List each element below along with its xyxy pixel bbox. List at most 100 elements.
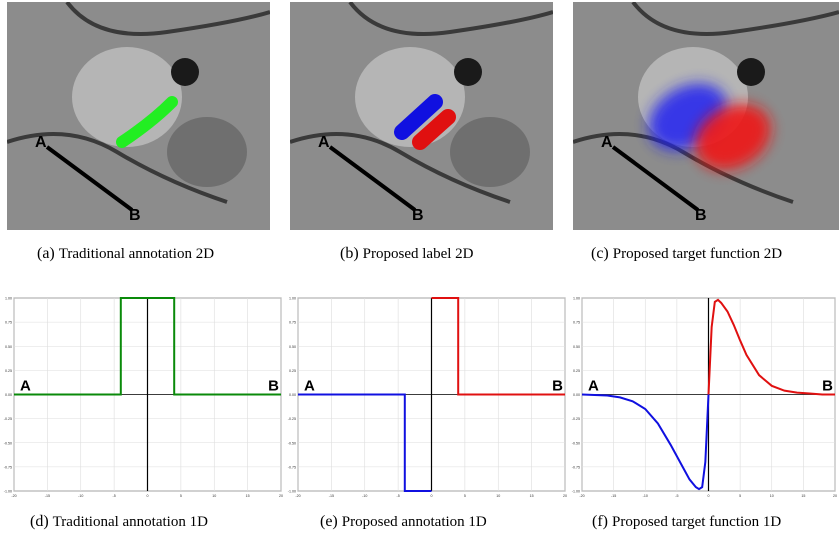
x-tick-label: 20 — [833, 494, 837, 498]
caption-tag: (b) — [340, 245, 359, 262]
caption-tag: (a) — [37, 245, 55, 262]
x-tick-label: 5 — [739, 494, 741, 498]
y-tick-label: 0.50 — [289, 345, 296, 349]
y-tick-label: 0.50 — [5, 345, 12, 349]
y-tick-label: 0.25 — [289, 369, 296, 373]
x-tick-label: 10 — [496, 494, 500, 498]
point-a-label: A — [318, 134, 330, 151]
caption-text: Proposed target function 2D — [612, 246, 783, 262]
membrane — [631, 2, 839, 36]
caption-tag: (f) — [592, 513, 608, 530]
x-tick-label: -15 — [45, 494, 50, 498]
y-tick-label: -0.50 — [572, 441, 580, 445]
x-tick-label: 0 — [431, 494, 433, 498]
y-tick-label: 0.00 — [289, 393, 296, 397]
chart-e: -1.00 -0.75 -0.50 -0.25 0.00 0.25 0.50 0.75 1.00… — [288, 297, 567, 499]
x-tick-label: -20 — [579, 494, 584, 498]
synapse-label-red — [412, 109, 456, 150]
caption-tag: (c) — [591, 245, 609, 262]
line-ab — [328, 145, 417, 212]
series-line-1 — [431, 297, 565, 396]
point-a-label: A — [20, 378, 31, 395]
point-a-label: A — [588, 378, 599, 395]
point-a-label: A — [304, 378, 315, 395]
y-tick-label: -1.00 — [4, 490, 12, 494]
caption-text: Proposed annotation 1D — [341, 514, 487, 530]
y-tick-label: -0.25 — [572, 417, 580, 421]
point-b-label: B — [695, 207, 707, 224]
x-tick-label: -20 — [295, 494, 300, 498]
caption-c: (c) Proposed target function 2D — [591, 245, 782, 263]
chart-d: -1.00 -0.75 -0.50 -0.25 0.00 0.25 0.50 0.75 1.00… — [4, 297, 283, 499]
x-tick-label: -5 — [397, 494, 400, 498]
caption-d: (d) Traditional annotation 1D — [30, 513, 208, 531]
x-tick-label: -5 — [113, 494, 116, 498]
x-tick-label: -5 — [675, 494, 678, 498]
series-line-0 — [14, 297, 281, 396]
y-tick-label: 1.00 — [573, 297, 580, 301]
y-tick-label: -0.25 — [4, 417, 12, 421]
x-tick-label: -10 — [643, 494, 648, 498]
membrane — [290, 132, 511, 204]
synapse-label-blue — [394, 94, 443, 140]
x-tick-label: 15 — [530, 494, 534, 498]
y-tick-label: -0.50 — [288, 441, 296, 445]
vesicle-cluster — [167, 117, 247, 187]
membrane — [65, 2, 270, 36]
caption-tag: (d) — [30, 513, 49, 530]
point-a-label: A — [35, 134, 47, 151]
plot-e: -1.00 -0.75 -0.50 -0.25 0.00 0.25 0.50 0.75 1.00… — [284, 290, 569, 505]
y-tick-label: 0.00 — [573, 393, 580, 397]
caption-e: (e) Proposed annotation 1D — [320, 513, 487, 531]
chart-f: -1.00 -0.75 -0.50 -0.25 0.00 0.25 0.50 0.75 1.00… — [572, 297, 837, 499]
em-image-c: A B — [573, 2, 839, 230]
caption-text: Traditional annotation 2D — [58, 246, 215, 262]
y-tick-label: -0.75 — [4, 465, 12, 469]
x-tick-label: -15 — [611, 494, 616, 498]
em-image-a: A B — [7, 2, 270, 230]
y-tick-label: -0.25 — [288, 417, 296, 421]
x-tick-label: -10 — [362, 494, 367, 498]
plot-f: -1.00 -0.75 -0.50 -0.25 0.00 0.25 0.50 0.75 1.00… — [568, 290, 839, 505]
y-tick-label: 0.75 — [573, 321, 580, 325]
caption-text: Proposed target function 1D — [611, 514, 782, 530]
x-tick-label: 15 — [801, 494, 805, 498]
x-tick-label: -10 — [78, 494, 83, 498]
y-tick-label: 0.25 — [573, 369, 580, 373]
series-line-1 — [707, 298, 835, 396]
vesicle-cluster — [450, 117, 530, 187]
target-red-region — [695, 104, 771, 170]
caption-text: Proposed label 2D — [362, 246, 474, 262]
point-b-label: B — [268, 378, 279, 395]
point-b-label: B — [822, 378, 833, 395]
x-tick-label: 0 — [147, 494, 149, 498]
y-tick-label: -1.00 — [288, 490, 296, 494]
x-tick-label: 20 — [279, 494, 283, 498]
dark-vesicle — [454, 58, 482, 86]
y-tick-label: 0.25 — [5, 369, 12, 373]
series-line-0 — [298, 393, 432, 492]
y-tick-label: 0.50 — [573, 345, 580, 349]
y-tick-label: 1.00 — [289, 297, 296, 301]
em-image-b: A B — [290, 2, 553, 230]
membrane — [7, 132, 228, 204]
x-tick-label: 5 — [180, 494, 182, 498]
y-tick-label: 0.75 — [289, 321, 296, 325]
x-tick-label: 10 — [770, 494, 774, 498]
synapse-annotation-green — [116, 96, 178, 148]
caption-f: (f) Proposed target function 1D — [592, 513, 781, 531]
em-svg-b: A B — [290, 2, 553, 230]
x-tick-label: -15 — [329, 494, 334, 498]
x-tick-label: 15 — [246, 494, 250, 498]
membrane — [348, 2, 553, 36]
caption-tag: (e) — [320, 513, 338, 530]
y-tick-label: -0.75 — [572, 465, 580, 469]
em-svg-a: A B — [7, 2, 270, 230]
point-a-label: A — [601, 134, 613, 151]
x-tick-label: 10 — [212, 494, 216, 498]
y-tick-label: -0.75 — [288, 465, 296, 469]
series-line-0 — [581, 393, 710, 491]
x-tick-label: 5 — [464, 494, 466, 498]
dark-vesicle — [171, 58, 199, 86]
point-b-label: B — [129, 207, 141, 224]
